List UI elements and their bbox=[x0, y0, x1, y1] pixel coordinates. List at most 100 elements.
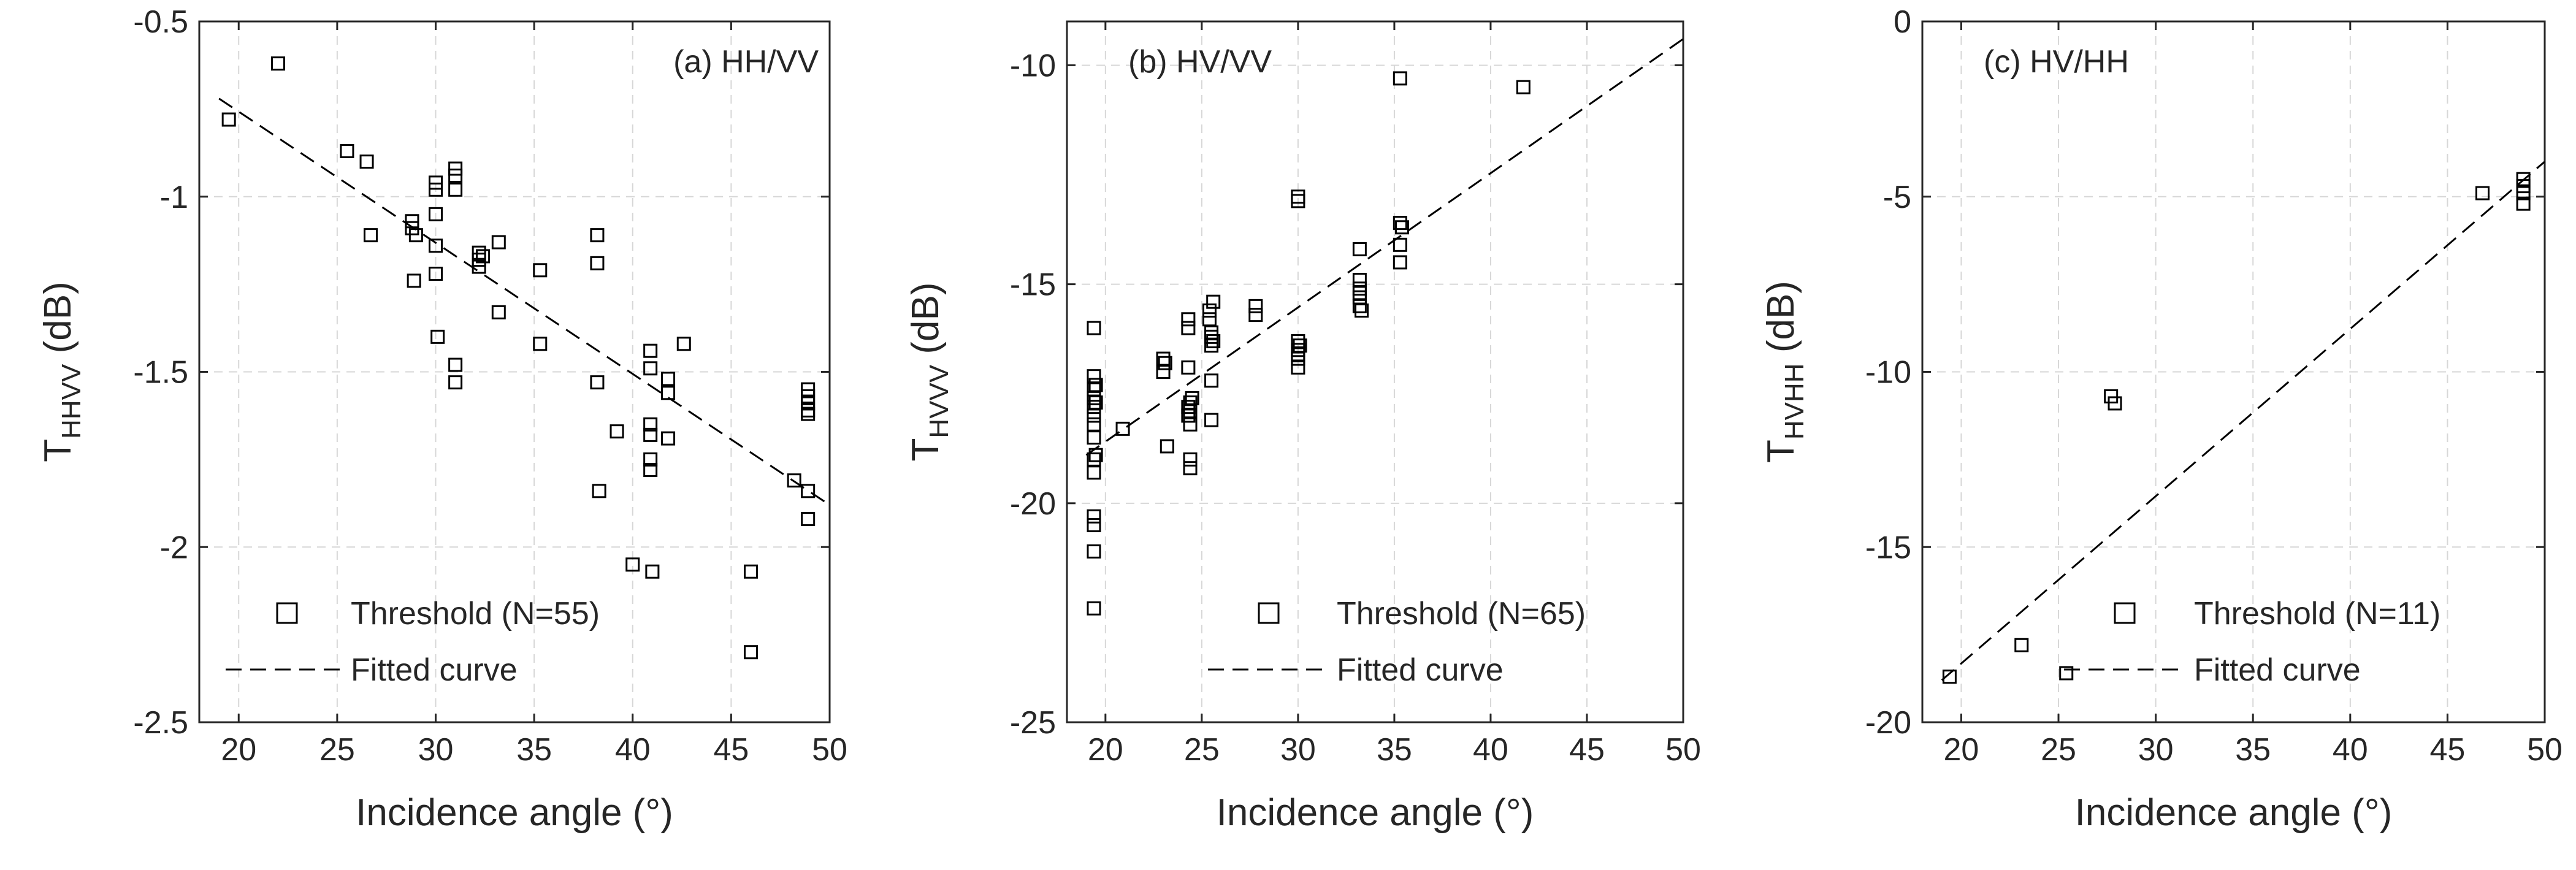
data-point bbox=[643, 452, 658, 467]
x-tick-label: 35 bbox=[516, 732, 552, 768]
data-point bbox=[429, 238, 443, 253]
data-point bbox=[1293, 338, 1307, 353]
data-point bbox=[801, 484, 816, 498]
data-points bbox=[1087, 71, 1531, 616]
x-tick-label: 40 bbox=[1473, 732, 1508, 768]
y-tick-label: -10 bbox=[1010, 48, 1056, 83]
panels: 20 25 30 35 40 45 50 -2.5 -2 -1.5 -1 -0.5 Incidence … bbox=[37, 4, 2563, 834]
data-point bbox=[1088, 395, 1103, 410]
x-tick-label: 30 bbox=[418, 732, 454, 768]
x-tick-label: 40 bbox=[2333, 732, 2368, 768]
y-tick-label: -5 bbox=[1883, 180, 1911, 215]
data-point bbox=[429, 182, 443, 197]
data-point bbox=[661, 431, 676, 446]
grid bbox=[199, 21, 830, 722]
x-tick-label: 40 bbox=[615, 732, 651, 768]
y-axis-label-sub: HVHH bbox=[1779, 363, 1810, 440]
data-point bbox=[1202, 303, 1217, 318]
y-tick-label: -15 bbox=[1865, 530, 1911, 565]
data-point bbox=[1087, 465, 1101, 480]
y-axis-label-unit: (dB) bbox=[904, 282, 947, 364]
data-point bbox=[1160, 439, 1174, 454]
legend-marker-square bbox=[2114, 602, 2136, 624]
data-point bbox=[491, 305, 506, 319]
data-point bbox=[408, 228, 423, 243]
data-point bbox=[359, 155, 374, 169]
data-point bbox=[1087, 430, 1101, 445]
panel-title: (b) HV/VV bbox=[1128, 44, 1272, 80]
x-axis-label: Incidence angle (°) bbox=[356, 792, 673, 834]
x-tick-label: 45 bbox=[713, 732, 749, 768]
x-tick-label: 30 bbox=[2138, 732, 2174, 768]
data-point bbox=[1181, 360, 1196, 375]
data-point bbox=[1393, 255, 1407, 270]
data-point bbox=[1183, 461, 1198, 476]
data-point bbox=[643, 463, 658, 478]
data-point bbox=[592, 484, 606, 498]
y-tick-label: -10 bbox=[1865, 355, 1911, 391]
legend-label-threshold: Threshold (N=55) bbox=[351, 596, 600, 632]
data-point bbox=[448, 375, 463, 390]
y-axis-label-main: T bbox=[904, 438, 947, 462]
data-point bbox=[787, 473, 801, 488]
fitted-curve bbox=[1941, 161, 2545, 681]
data-point bbox=[744, 645, 758, 660]
panel-title: (c) HV/HH bbox=[1984, 44, 2129, 80]
data-point bbox=[1206, 294, 1221, 309]
x-tick-label: 25 bbox=[2041, 732, 2076, 768]
data-point bbox=[448, 357, 463, 372]
data-point bbox=[1087, 321, 1101, 335]
legend: Threshold (N=65) Fitted curve bbox=[1208, 596, 1586, 688]
data-point bbox=[1183, 404, 1198, 419]
x-tick-label: 50 bbox=[2527, 732, 2563, 768]
y-axis-label-sub: HHVV bbox=[56, 364, 86, 439]
data-point bbox=[1355, 303, 1369, 318]
data-point bbox=[429, 266, 443, 281]
x-axis-label: Incidence angle (°) bbox=[2075, 792, 2393, 834]
data-point bbox=[590, 228, 605, 243]
data-point bbox=[1393, 216, 1407, 231]
data-point bbox=[1206, 334, 1221, 348]
data-point bbox=[1352, 286, 1367, 300]
data-point bbox=[625, 557, 640, 572]
x-tick-label: 45 bbox=[2429, 732, 2465, 768]
data-point bbox=[448, 168, 463, 183]
legend-label-fitted: Fitted curve bbox=[2194, 652, 2361, 688]
y-axis-label: THHVV (dB) bbox=[37, 281, 86, 462]
data-point bbox=[1204, 373, 1219, 388]
data-point bbox=[801, 512, 816, 527]
data-point bbox=[643, 417, 658, 432]
data-point bbox=[2014, 638, 2029, 652]
y-tick-label: -0.5 bbox=[133, 4, 188, 40]
x-tick-label: 45 bbox=[1569, 732, 1605, 768]
data-point bbox=[1204, 413, 1219, 427]
y-tick-label: -15 bbox=[1010, 267, 1056, 303]
y-tick-label: -1 bbox=[160, 180, 188, 215]
data-point bbox=[1248, 308, 1263, 322]
y-tick-label: -2.5 bbox=[133, 705, 188, 741]
data-points bbox=[1942, 172, 2531, 684]
x-tick-label: 20 bbox=[1088, 732, 1123, 768]
data-point bbox=[661, 386, 676, 400]
data-point bbox=[744, 564, 758, 579]
data-point bbox=[1181, 312, 1196, 327]
data-point bbox=[429, 207, 443, 221]
chart-panel-b: 20 25 30 35 40 45 50 -25 -20 -15 -10 Incidence angl… bbox=[904, 20, 1701, 834]
data-point bbox=[1352, 242, 1367, 256]
legend-marker-square bbox=[276, 602, 298, 624]
data-point bbox=[1181, 400, 1196, 414]
y-axis-label-unit: (dB) bbox=[1760, 281, 1802, 363]
x-tick-label: 20 bbox=[221, 732, 256, 768]
y-axis-label-unit: (dB) bbox=[37, 281, 79, 364]
data-point bbox=[1158, 356, 1172, 370]
data-point bbox=[1087, 544, 1101, 559]
data-point bbox=[340, 143, 354, 158]
data-point bbox=[1087, 518, 1101, 533]
data-point bbox=[801, 406, 816, 421]
data-point bbox=[1087, 601, 1101, 616]
data-point bbox=[533, 263, 548, 278]
data-point bbox=[533, 337, 548, 351]
data-point bbox=[448, 182, 463, 197]
data-point bbox=[1393, 71, 1407, 86]
